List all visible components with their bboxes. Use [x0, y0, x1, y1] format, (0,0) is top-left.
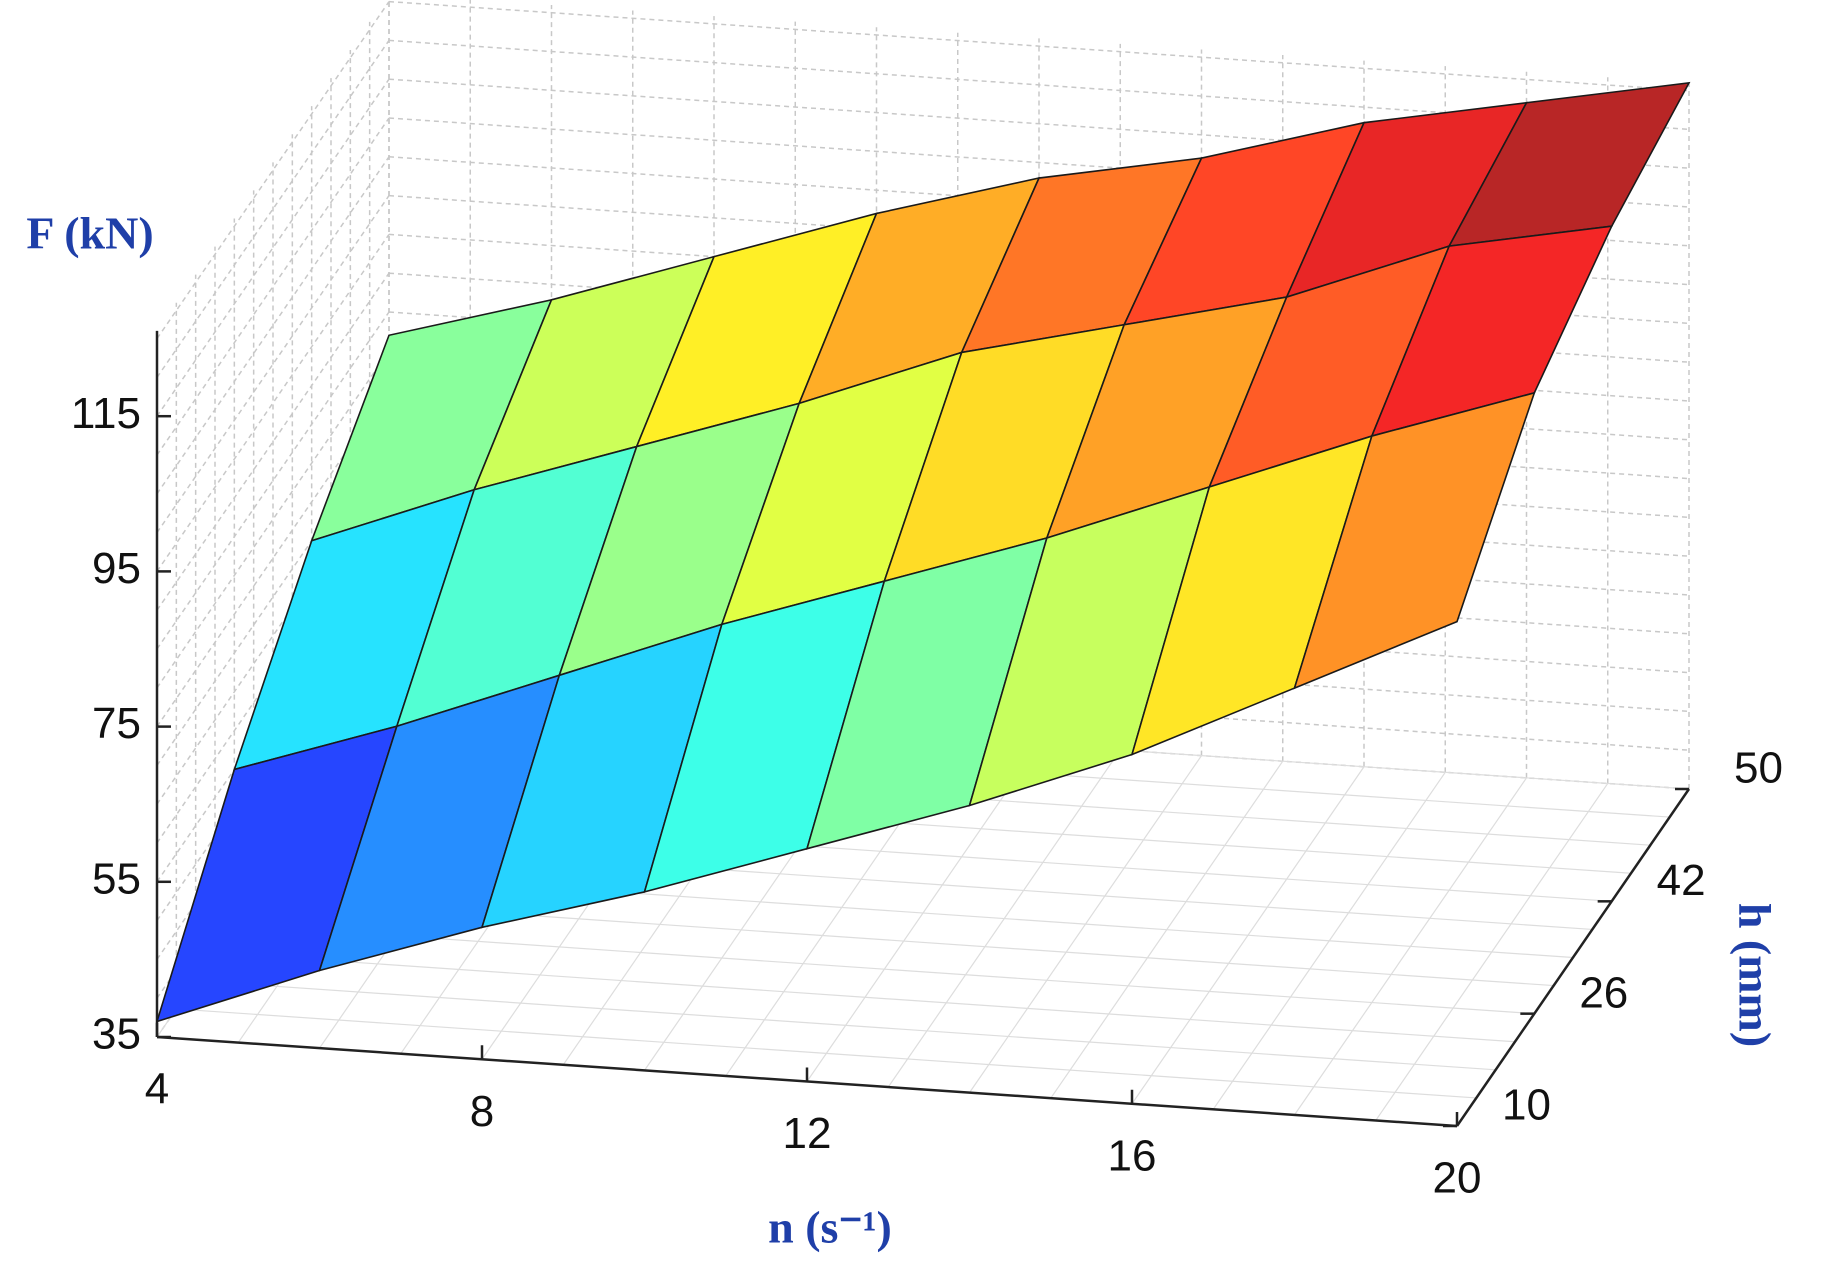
y-axis-label: h (mm) [1729, 903, 1780, 1047]
side-grid-line [156, 117, 390, 456]
y-tick-label: 50 [1734, 744, 1783, 793]
surface-cell [1293, 391, 1536, 690]
x-tick-label: 16 [1108, 1131, 1157, 1180]
x-tick-label: 4 [145, 1065, 169, 1114]
floor-grid-line [176, 1008, 1477, 1099]
x-tick-label: 8 [470, 1087, 494, 1136]
floor-grid-line [195, 980, 1496, 1071]
z-tick-label: 35 [92, 1010, 141, 1059]
z-tick-label: 95 [92, 544, 141, 593]
z-axis-label: F (kN) [26, 208, 153, 259]
y-tick-label: 26 [1579, 968, 1628, 1017]
back-grid-line [388, 0, 1690, 92]
floor-grid-line [234, 924, 1535, 1015]
z-tick-label: 55 [92, 854, 141, 903]
z-tick-label: 75 [92, 699, 141, 748]
x-tick-label: 12 [783, 1109, 832, 1158]
back-grid-line [388, 78, 1690, 169]
y-axis [1455, 788, 1691, 1127]
x-tick-label: 20 [1433, 1154, 1482, 1203]
floor-grid-line [214, 952, 1516, 1043]
z-tick-label: 115 [71, 389, 141, 438]
y-tick-label: 42 [1657, 856, 1706, 905]
y-tick-label: 10 [1502, 1081, 1551, 1130]
side-grid-line [156, 78, 390, 417]
back-grid-line [388, 117, 1690, 208]
x-axis-label: n (s⁻¹) [768, 1202, 892, 1253]
